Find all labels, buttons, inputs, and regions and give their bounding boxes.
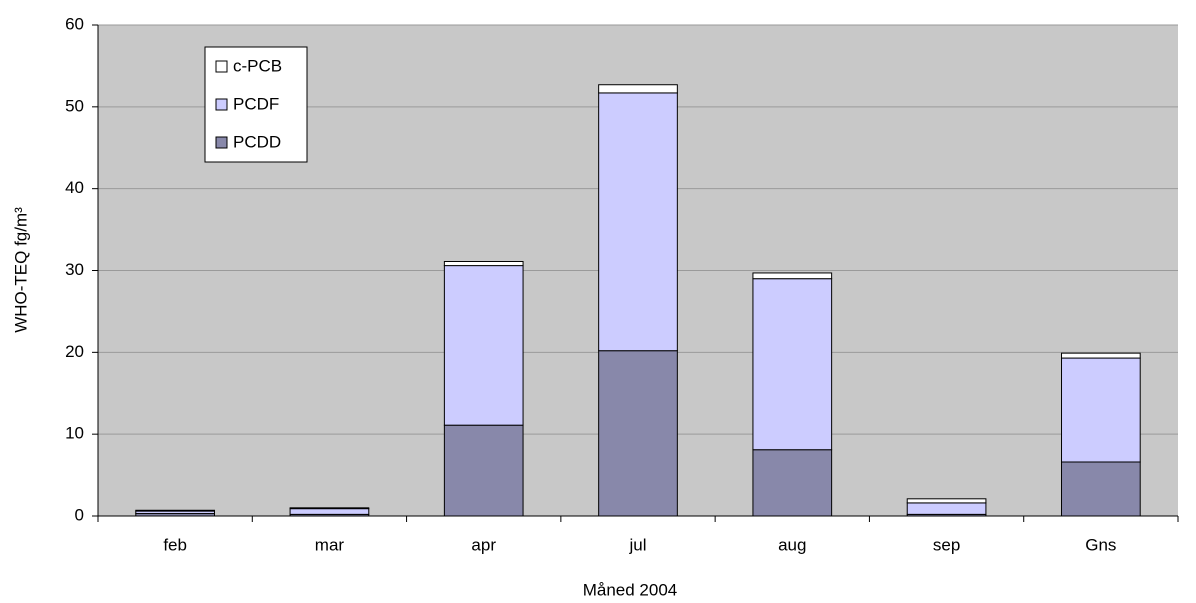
x-tick-label: apr [471,535,496,554]
bar-segment [598,84,678,94]
bar-segment [443,265,524,426]
bar-segment [289,507,370,510]
x-axis-label: Måned 2004 [583,580,678,599]
bar-segment [289,508,370,515]
x-tick-label: sep [933,535,960,554]
bar-segment [1061,357,1141,463]
bar-segment [752,272,833,280]
legend-label: PCDF [233,94,279,113]
bar-segment [598,92,678,352]
y-tick-label: 60 [65,14,84,33]
legend-swatch [215,98,228,111]
legend-label: c-PCB [233,56,282,75]
y-tick-label: 10 [65,424,84,443]
y-tick-label: 40 [65,178,84,197]
bar-segment [906,498,987,504]
bar-segment [752,449,833,517]
bar-segment [443,260,524,267]
x-tick-label: mar [315,535,345,554]
bar-segment [598,350,678,517]
bar-segment [752,278,833,451]
x-tick-label: feb [163,535,187,554]
y-tick-label: 50 [65,96,84,115]
y-tick-label: 20 [65,342,84,361]
y-tick-label: 0 [75,505,84,524]
x-tick-label: Gns [1085,535,1116,554]
legend-label: PCDD [233,132,281,151]
legend-swatch [215,60,228,73]
bar-segment [443,424,524,517]
bar-segment [135,509,215,512]
bar-segment [1061,461,1141,517]
x-tick-label: aug [778,535,806,554]
y-tick-label: 30 [65,260,84,279]
x-tick-label: jul [628,535,646,554]
bar-segment [906,502,987,515]
y-axis-label: WHO-TEQ fg/m³ [11,207,30,333]
bar-segment [1061,352,1141,359]
legend-swatch [215,136,228,149]
